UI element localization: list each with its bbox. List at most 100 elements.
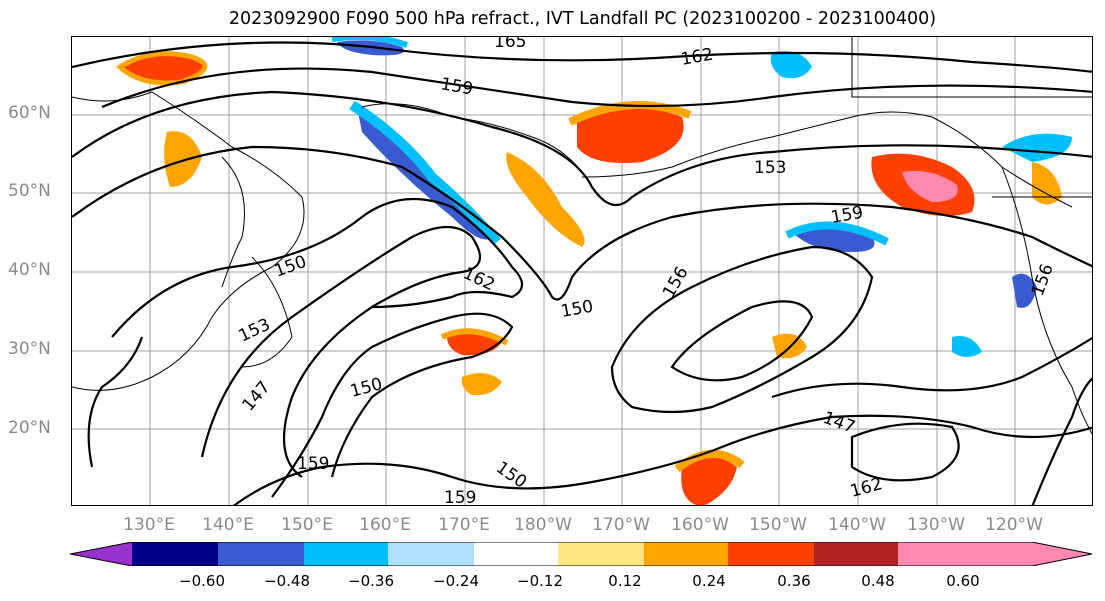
colorbar-segment [728, 542, 814, 566]
colorbar-segment [644, 542, 728, 566]
contour-label: 162 [848, 474, 885, 502]
coastline-asia [72, 91, 305, 391]
colorbar-tick: −0.12 [517, 572, 563, 590]
lon-label-130e: 130°E [123, 515, 175, 535]
lon-label-160w: 160°W [671, 515, 729, 535]
contour-line [101, 67, 1092, 109]
shade-patch [952, 336, 982, 357]
lon-label-170w: 170°W [592, 515, 650, 535]
coastline-japan [241, 256, 293, 368]
coastline-alaska-west [361, 103, 583, 173]
shade-patch [461, 373, 502, 396]
contour-line [610, 245, 874, 414]
lon-label-140w: 140°W [828, 515, 886, 535]
lat-label-50n: 50°N [8, 181, 51, 201]
contour-label: 159 [297, 454, 329, 474]
shading [115, 37, 1072, 505]
shade-patch [440, 328, 509, 346]
colorbar-tick: −0.60 [179, 572, 225, 590]
colorbar-segment [898, 542, 984, 566]
lat-label-20n: 20°N [8, 418, 51, 438]
colorbar-tick: 0.24 [692, 572, 726, 590]
contour-label: 156 [1028, 261, 1058, 298]
colorbar-segment [558, 542, 644, 566]
colorbar-tick: 0.36 [777, 572, 811, 590]
lat-label-40n: 40°N [8, 260, 51, 280]
colorbar-segment [388, 542, 474, 566]
contour-label: 165 [494, 37, 526, 52]
lon-label-130w: 130°W [907, 515, 965, 535]
colorbar-tick: −0.36 [348, 572, 394, 590]
lon-label-150w: 150°W [749, 515, 807, 535]
contour-label: 159 [829, 203, 864, 228]
colorbar-extend-low [70, 542, 132, 566]
shade-patch [164, 131, 202, 187]
colorbar-tick: 0.12 [608, 572, 642, 590]
shade-patch [785, 221, 889, 246]
contour-line [771, 336, 1092, 399]
contour-line [87, 336, 144, 468]
contour-label: 147 [239, 377, 275, 415]
contour-line [111, 197, 524, 338]
lat-label-30n: 30°N [8, 339, 51, 359]
colorbar-segment [814, 542, 898, 566]
contour-label: 156 [659, 263, 693, 301]
colorbar-tick: 0.48 [861, 572, 895, 590]
contour-line [850, 422, 960, 482]
colorbar-segment [132, 542, 218, 566]
contour-line [200, 226, 482, 478]
coastline-north-america [1001, 166, 1092, 435]
contour-label: 147 [820, 408, 857, 438]
contour-label: 162 [460, 263, 498, 295]
shade-patch [506, 152, 585, 247]
colorbar-segment [304, 542, 388, 566]
lon-label-140e: 140°E [202, 515, 254, 535]
shade-patch [577, 108, 684, 163]
shade-patch [120, 53, 205, 83]
contour-line [72, 41, 1092, 73]
colorbar-segment [218, 542, 304, 566]
lon-label-160e: 160°E [359, 515, 411, 535]
coastline-alaska-gulf [581, 111, 1073, 208]
shade-patch [1012, 273, 1037, 308]
colorbar-tick: 0.60 [946, 572, 980, 590]
shade-patch [902, 170, 958, 202]
contour-line [271, 312, 514, 498]
shade-patch [1002, 133, 1072, 162]
lon-label-180w: 180°W [514, 515, 572, 535]
map-title: 2023092900 F090 500 hPa refract., IVT La… [228, 9, 937, 29]
colorbar-extend-high [984, 542, 1092, 566]
contour-label: 150 [272, 252, 309, 282]
contour-line [72, 90, 1092, 207]
contour-line [72, 145, 1092, 301]
contour-line [670, 300, 814, 382]
lon-label-150e: 150°E [281, 515, 333, 535]
contour-label: 162 [679, 45, 714, 70]
lon-label-120w: 120°W [985, 515, 1043, 535]
shade-patch [1032, 162, 1062, 205]
contour-label: 153 [236, 315, 274, 347]
border-canada [851, 37, 1092, 98]
shade-patch [770, 51, 812, 79]
shade-patch [115, 51, 208, 86]
colorbar-tick: −0.48 [264, 572, 310, 590]
lon-label-170e: 170°E [438, 515, 490, 535]
contour-label: 150 [348, 374, 385, 402]
contour-label: 150 [559, 297, 594, 322]
map-svg: 165 162 159 153 156 150 147 159 162 156 … [72, 37, 1092, 506]
shade-patch [349, 100, 501, 246]
contour-line [1031, 377, 1092, 505]
graticule [72, 37, 1092, 505]
contours [72, 41, 1092, 505]
shade-patch [331, 37, 408, 48]
contour-line [232, 414, 1092, 505]
shade-patch [681, 457, 737, 505]
shade-patch [674, 449, 745, 473]
lat-label-60n: 60°N [8, 103, 51, 123]
contour-label: 159 [439, 74, 474, 99]
contour-label: 153 [754, 158, 786, 178]
colorbar [70, 542, 1093, 566]
contour-label: 159 [444, 488, 476, 506]
colorbar-tick: −0.24 [433, 572, 479, 590]
colorbar-segment [474, 542, 558, 566]
